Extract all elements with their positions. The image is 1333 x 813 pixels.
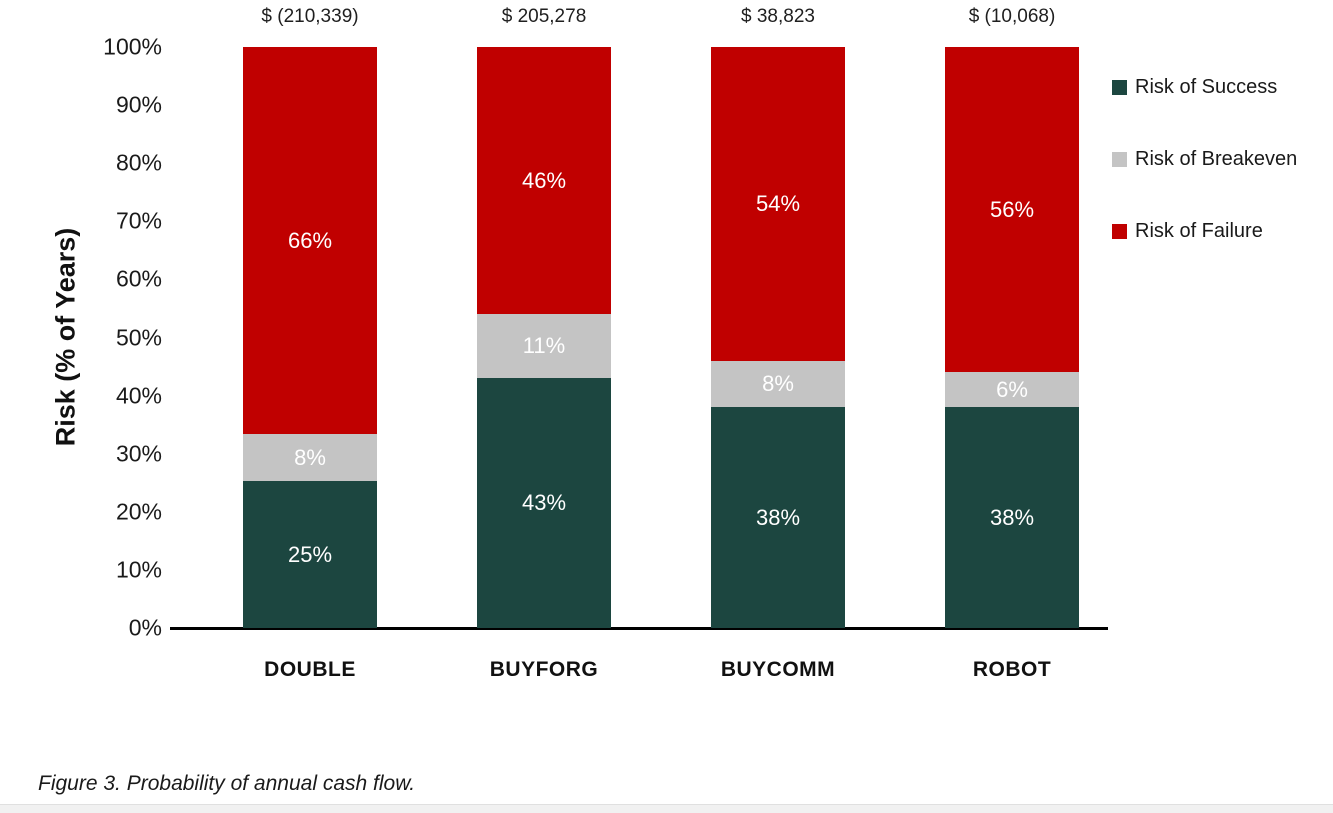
segment-value-label: 54%: [755, 190, 801, 216]
segment-value-label: 38%: [989, 504, 1035, 530]
segment-risk-of-success: 25%: [243, 481, 377, 628]
segment-value-label: 8%: [762, 370, 794, 396]
category-label-robot: ROBOT: [972, 658, 1052, 681]
segment-value-label: 56%: [989, 196, 1035, 222]
segment-value-label: 66%: [287, 227, 333, 253]
figure-caption: Figure 3. Probability of annual cash flo…: [38, 772, 416, 795]
category-label-buyforg: BUYFORG: [489, 658, 599, 681]
category-label-double: DOUBLE: [264, 658, 356, 681]
bar-double: 66% 8% 25%: [243, 47, 377, 628]
y-tick-label: 20%: [115, 498, 162, 525]
segment-value-label: 11%: [522, 333, 566, 359]
y-tick-label: 70%: [115, 207, 162, 234]
segment-risk-of-success: 38%: [711, 407, 845, 628]
segment-value-label: 25%: [287, 541, 333, 567]
legend-swatch-icon: [1112, 224, 1127, 239]
segment-risk-of-failure: 56%: [945, 47, 1079, 373]
segment-risk-of-failure: 54%: [711, 47, 845, 361]
segment-value-label: 38%: [755, 504, 801, 530]
segment-risk-of-success: 38%: [945, 407, 1079, 628]
legend-swatch-icon: [1112, 80, 1127, 95]
legend-item-risk-of-failure: Risk of Failure: [1112, 220, 1263, 243]
segment-risk-of-success: 43%: [477, 378, 611, 628]
bottom-edge-strip: [0, 804, 1333, 813]
segment-value-label: 46%: [521, 167, 567, 193]
legend-item-risk-of-success: Risk of Success: [1112, 76, 1277, 99]
segment-value-label: 8%: [294, 444, 326, 470]
y-tick-label: 80%: [115, 149, 162, 176]
bar-buyforg: 46% 11% 43%: [477, 47, 611, 628]
segment-risk-of-breakeven: 8%: [711, 360, 845, 408]
segment-risk-of-failure: 46%: [477, 47, 611, 315]
legend-swatch-icon: [1112, 152, 1127, 167]
legend-label: Risk of Success: [1135, 76, 1278, 98]
column-top-value-label: $ 205,278: [501, 6, 587, 27]
y-tick-label: 90%: [115, 91, 162, 118]
bar-robot: 56% 6% 38%: [945, 47, 1079, 628]
column-top-value-label: $ (10,068): [968, 6, 1056, 27]
bar-buycomm: 54% 8% 38%: [711, 47, 845, 628]
segment-risk-of-failure: 66%: [243, 47, 377, 435]
legend-label: Risk of Failure: [1135, 220, 1263, 242]
segment-value-label: 6%: [996, 376, 1028, 402]
segment-risk-of-breakeven: 11%: [477, 314, 611, 379]
y-tick-label: 100%: [103, 33, 162, 60]
y-tick-label: 50%: [115, 324, 162, 350]
x-axis-line: [170, 627, 1108, 630]
column-top-value-label: $ 38,823: [741, 6, 815, 27]
category-label-buycomm: BUYCOMM: [720, 658, 836, 681]
y-tick-label: 60%: [115, 265, 162, 292]
legend-label: Risk of Breakeven: [1135, 148, 1298, 170]
legend-item-risk-of-breakeven: Risk of Breakeven: [1112, 148, 1297, 171]
y-tick-label: 10%: [115, 556, 162, 583]
y-tick-label: 0%: [128, 614, 162, 641]
segment-risk-of-breakeven: 6%: [945, 372, 1079, 408]
y-tick-label: 40%: [115, 382, 162, 409]
y-tick-label: 30%: [115, 440, 162, 467]
segment-value-label: 43%: [521, 490, 567, 516]
segment-risk-of-breakeven: 8%: [243, 434, 377, 482]
column-top-value-label: $ (210,339): [261, 6, 359, 27]
